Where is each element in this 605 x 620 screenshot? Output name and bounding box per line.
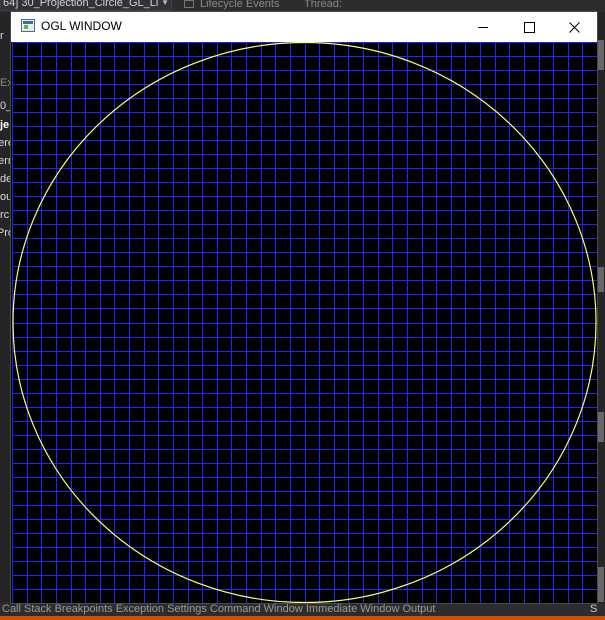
side-text[interactable]: ere bbox=[0, 137, 12, 149]
maximize-icon bbox=[523, 21, 535, 33]
app-window-icon[interactable] bbox=[21, 19, 35, 32]
ide-status-bar bbox=[0, 616, 605, 620]
chevron-down-icon: ▼ bbox=[161, 0, 169, 7]
side-text: Ex bbox=[0, 77, 12, 89]
gl-scene-canvas bbox=[12, 42, 597, 603]
minimize-button[interactable] bbox=[460, 12, 506, 42]
side-text[interactable]: ou bbox=[0, 191, 12, 203]
lifecycle-icon bbox=[184, 0, 194, 8]
window-titlebar[interactable]: OGL WINDOW bbox=[11, 12, 597, 42]
projected-circle bbox=[12, 42, 597, 603]
thread-label: Thread: bbox=[304, 0, 342, 10]
ide-right-panel bbox=[597, 12, 605, 612]
tool-tabs-text[interactable]: Call Stack Breakpoints Exception Setting… bbox=[2, 603, 436, 615]
side-text[interactable]: Pro bbox=[0, 227, 12, 239]
scrollbar-thumb[interactable] bbox=[598, 412, 604, 442]
side-text[interactable]: ern bbox=[0, 155, 12, 167]
debug-target-combo[interactable]: 64] 30_Projection_Circle_GL_Li ▼ bbox=[0, 0, 172, 11]
ide-toolbar: 64] 30_Projection_Circle_GL_Li ▼ Lifecyc… bbox=[0, 0, 605, 12]
side-text: r bbox=[0, 30, 4, 42]
scrollbar-thumb[interactable] bbox=[598, 267, 604, 292]
tool-tab-partial[interactable]: S bbox=[590, 603, 598, 615]
grid-lines bbox=[12, 42, 597, 603]
side-text[interactable]: rc bbox=[0, 209, 10, 221]
window-title: OGL WINDOW bbox=[41, 19, 122, 33]
scrollbar-thumb[interactable] bbox=[598, 567, 604, 602]
ide-tool-tabs: Call Stack Breakpoints Exception Setting… bbox=[0, 603, 605, 616]
ogl-window[interactable]: OGL WINDOW bbox=[11, 12, 597, 603]
debug-target-label: 64] 30_Projection_Circle_GL_Li bbox=[3, 0, 159, 9]
side-text[interactable]: je bbox=[0, 119, 10, 131]
close-button[interactable] bbox=[551, 12, 597, 42]
side-text[interactable]: de bbox=[0, 173, 12, 185]
ide-solution-explorer: r Ex 0_ je ere ern de ou rc Pro bbox=[0, 12, 12, 612]
scene-background bbox=[12, 42, 597, 603]
side-text: 0_ bbox=[0, 100, 12, 112]
minimize-icon bbox=[478, 27, 488, 28]
close-icon bbox=[568, 21, 580, 33]
scrollbar-thumb[interactable] bbox=[598, 40, 604, 70]
maximize-button[interactable] bbox=[506, 12, 552, 42]
lifecycle-events-label: Lifecycle Events bbox=[200, 0, 280, 10]
gl-viewport[interactable] bbox=[12, 42, 597, 603]
lifecycle-events-button[interactable]: Lifecycle Events bbox=[184, 0, 279, 12]
